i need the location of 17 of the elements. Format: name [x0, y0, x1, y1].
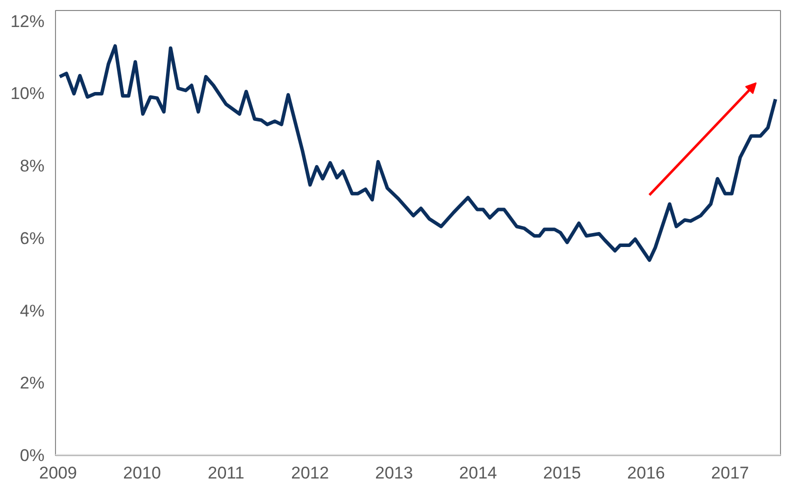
y-tick-label: 4%: [20, 301, 45, 320]
y-tick-label: 2%: [20, 374, 45, 393]
x-tick-label: 2014: [459, 464, 497, 482]
y-tick-label: 0%: [20, 446, 45, 465]
x-tick-label: 2012: [291, 464, 329, 482]
y-tick-label: 6%: [20, 228, 45, 248]
line-series: [58, 44, 778, 262]
x-tick-label: 2013: [375, 464, 413, 482]
y-tick-label: 8%: [20, 156, 45, 176]
x-tick-label: 2016: [627, 464, 666, 482]
x-tick-label: 2011: [208, 464, 244, 482]
x-tick-label: 2009: [39, 464, 77, 482]
y-tick-label: 12%: [10, 12, 45, 31]
x-tick-label: 2010: [123, 464, 161, 482]
x-tick-label: 2017: [711, 464, 750, 482]
x-tick-label: 2015: [543, 464, 581, 482]
y-tick-label: 10%: [10, 84, 45, 104]
